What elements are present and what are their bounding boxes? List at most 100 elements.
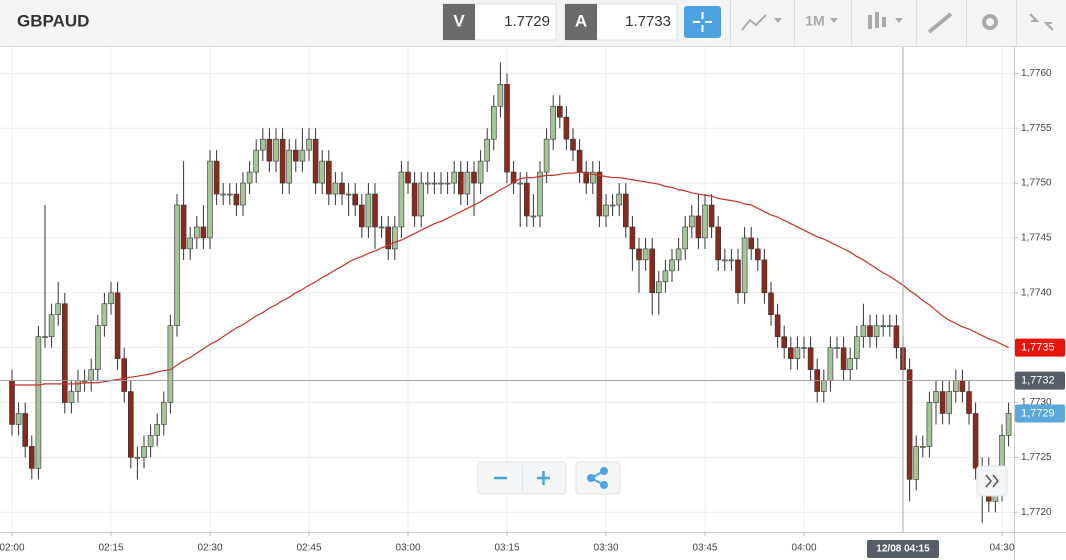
y-tick-label: 1,7740 (1021, 287, 1052, 298)
candle-body (352, 193, 359, 206)
candle-body (781, 336, 788, 348)
candle-body (636, 248, 642, 261)
candle-body (827, 347, 834, 381)
candle-body (451, 171, 458, 184)
candle-body (259, 138, 266, 151)
y-tick-label: 1,7730 (1021, 397, 1052, 408)
candle-body (365, 193, 372, 228)
candle-body (48, 314, 55, 337)
candle-body (576, 149, 583, 173)
candle-body (431, 182, 438, 185)
candle-body (801, 347, 807, 349)
candle-body (299, 149, 306, 162)
candle-body (180, 204, 187, 250)
candle-body (200, 226, 207, 239)
candle-body (748, 237, 755, 250)
candle-body (266, 138, 273, 162)
candle-body (306, 138, 312, 151)
y-tick-label: 1,7750 (1021, 178, 1052, 189)
candle-body (75, 380, 81, 392)
candle-body (807, 347, 814, 370)
candle-body (108, 292, 114, 305)
candle-body (550, 105, 557, 140)
candle-body (174, 204, 180, 327)
candle-body (834, 347, 840, 349)
candle-body (141, 446, 147, 458)
candle-body (596, 171, 603, 217)
candle-body (273, 138, 279, 162)
price-tag (1015, 371, 1065, 390)
candle-body (926, 402, 933, 447)
scroll-latest[interactable] (976, 465, 1008, 497)
candle-body (728, 259, 735, 262)
x-tick-label: 02:45 (296, 543, 321, 554)
candle-body (233, 193, 240, 206)
candle-body (444, 182, 451, 185)
candle-body (312, 138, 319, 184)
candle-body (55, 303, 62, 316)
candle-body (774, 314, 781, 337)
candle-body (787, 347, 794, 359)
x-tick-label: 02:00 (0, 543, 25, 554)
x-tick-label: 04:30 (989, 543, 1014, 554)
candle-body (1005, 413, 1012, 436)
candle-body (332, 182, 339, 195)
timeframe[interactable]: 1M (805, 13, 824, 29)
candle-body (847, 358, 854, 370)
candle-body (768, 292, 774, 316)
candle-body (61, 303, 68, 403)
price-tag (1015, 338, 1065, 357)
candle-body (959, 380, 966, 392)
candle-body (655, 281, 662, 294)
candle-body (609, 204, 616, 207)
crosshair-button[interactable] (684, 6, 721, 38)
price-tag-label: 1,7735 (1021, 342, 1055, 354)
candle-body (484, 138, 491, 162)
candle-body (279, 138, 286, 184)
candle-body (319, 160, 326, 184)
x-tick-label: 04:00 (791, 543, 816, 554)
candle-body (457, 171, 464, 195)
candle-body (167, 325, 174, 403)
candle-body (510, 171, 517, 184)
price-tag (1015, 404, 1065, 423)
candle-body (15, 413, 22, 425)
candle-body (497, 84, 504, 107)
candle-body (154, 424, 160, 436)
candle-body (860, 325, 867, 337)
candle-body (95, 325, 101, 370)
x-tick-label: 02:30 (197, 543, 222, 554)
candle-body (88, 369, 94, 381)
candle-body (794, 347, 801, 359)
toolbar-icons (730, 0, 1054, 46)
candle-body (134, 457, 141, 459)
candle-body (161, 402, 167, 425)
candle-body (339, 182, 345, 195)
share-button[interactable] (575, 461, 621, 495)
candle-body (867, 325, 873, 337)
candle-body (893, 325, 900, 348)
candle-body (933, 391, 939, 403)
candle-body (754, 248, 761, 261)
candle-body (589, 171, 596, 184)
candle-body (952, 380, 959, 392)
candle-body (543, 138, 550, 173)
candle-body (147, 435, 154, 447)
candle-body (517, 182, 524, 185)
ask-price: 1.7733 (625, 13, 671, 30)
candle-body (629, 226, 636, 250)
candle-body (622, 193, 629, 228)
crosshair-x-label: 12/08 04:15 (876, 544, 930, 555)
candle-body (220, 193, 226, 196)
candle-body (121, 358, 127, 392)
candle-body (919, 446, 926, 448)
candle-body (873, 325, 880, 337)
candle-body (292, 149, 299, 162)
candle-body (286, 149, 293, 184)
candle-body (906, 369, 913, 480)
candle-body (68, 391, 75, 403)
candle-body (570, 138, 576, 151)
candle-body (708, 204, 715, 228)
plot: 1,7720 1,7725 1,7730 1,7735 1,7740 1,7745 1,77… (0, 47, 1065, 558)
